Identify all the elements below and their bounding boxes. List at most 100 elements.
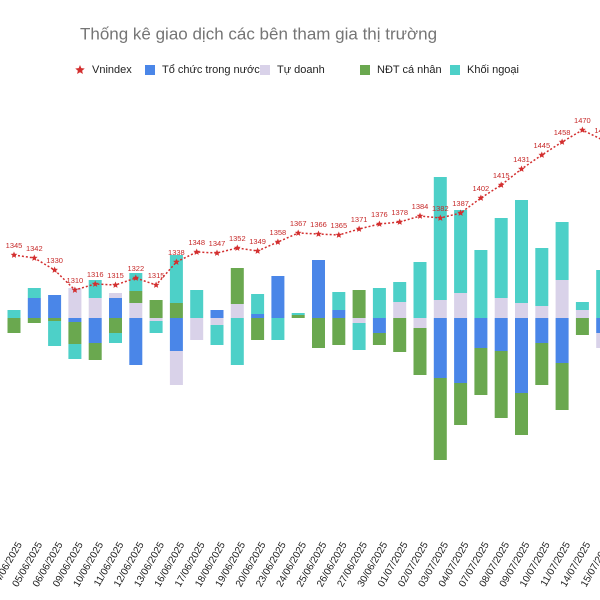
line-marker (436, 214, 444, 221)
bar-segment (109, 298, 122, 318)
legend-swatch (260, 65, 270, 75)
bar-segment (515, 393, 528, 435)
legend-swatch (450, 65, 460, 75)
line-marker (30, 254, 38, 261)
bar-segment (433, 300, 447, 318)
line (13, 129, 600, 291)
line-marker (152, 281, 160, 288)
bar-segment (109, 293, 122, 298)
bar-segment (68, 288, 82, 318)
bar-segment (474, 250, 488, 318)
bar-segment (210, 310, 224, 318)
bar-segment (494, 218, 508, 298)
bar-segment (48, 321, 62, 346)
bar-segment (352, 290, 366, 318)
bar-segment (291, 315, 305, 318)
bar-segment (88, 343, 102, 360)
bar-segment (230, 304, 244, 318)
line-marker (213, 249, 221, 256)
bar-segment (535, 248, 549, 306)
line-marker (558, 138, 566, 145)
bar-segment (433, 378, 447, 460)
line-marker (10, 251, 18, 258)
line-marker (457, 209, 464, 216)
bar-segment (372, 318, 386, 333)
bar-segment (190, 290, 204, 318)
bar-segment (474, 348, 488, 395)
bar-segment (393, 318, 407, 352)
data-label: 1345 (6, 241, 23, 250)
data-label: 1348 (188, 238, 205, 247)
bar-segment (169, 255, 183, 303)
bar-segment (129, 273, 143, 291)
bar-segment (555, 318, 569, 363)
data-label: 1376 (371, 210, 388, 219)
line-marker (396, 218, 404, 225)
bar-segment (27, 298, 41, 318)
bar-segment (129, 303, 143, 318)
bar-segment (393, 282, 407, 302)
bar-segment (332, 310, 346, 318)
bar-segment (494, 298, 508, 318)
bar-segment (474, 318, 488, 348)
bar-segment (494, 351, 508, 418)
data-label: 1460 (594, 126, 600, 135)
bar-segment (129, 291, 143, 303)
bar-segment (7, 318, 21, 333)
data-label: 1322 (127, 264, 144, 273)
bar-segment (413, 328, 427, 375)
line-marker (579, 126, 586, 133)
data-label: 1316 (87, 270, 104, 279)
bar-segment (454, 318, 468, 383)
chart-title: Thống kê giao dịch các bên tham gia thị … (80, 24, 437, 43)
line-marker (112, 281, 119, 288)
data-label: 1402 (473, 184, 490, 193)
bar-segment (433, 177, 447, 300)
bar-segment (210, 325, 224, 345)
bar-segment (413, 318, 427, 328)
bar-segment (230, 318, 244, 365)
bar-segment (596, 270, 600, 318)
bar-segment (88, 318, 102, 343)
data-label: 1347 (209, 239, 226, 248)
data-label: 1367 (290, 219, 307, 228)
bar-segment (210, 318, 224, 325)
bar-segment (575, 318, 589, 335)
line-marker (91, 280, 99, 287)
bar-segment (372, 333, 386, 345)
bar-segment (352, 318, 366, 323)
bar-segment (332, 318, 346, 345)
bar-segment (535, 318, 549, 343)
bar-segment (190, 318, 204, 340)
data-label: 1352 (229, 234, 246, 243)
data-label: 1415 (493, 171, 510, 180)
bar-segment (88, 298, 102, 318)
bar-segment (68, 344, 82, 359)
line-marker (355, 225, 363, 232)
bar-segment (129, 318, 143, 365)
line-marker (254, 247, 261, 254)
bar-segment (433, 318, 447, 378)
bar-segment (454, 293, 468, 318)
line-marker (416, 212, 424, 219)
data-label: 1384 (412, 202, 429, 211)
data-label: 1365 (330, 221, 347, 230)
bar-segment (149, 300, 163, 318)
data-label: 1387 (452, 199, 469, 208)
bar-segment (251, 294, 265, 314)
bar-segment (68, 322, 82, 344)
legend-label: Tổ chức trong nước (162, 64, 260, 76)
bar-segment (271, 318, 285, 340)
bar-segment (494, 318, 508, 351)
line-marker (497, 181, 505, 188)
bar-segment (169, 351, 183, 385)
bar-segment (555, 222, 569, 280)
line-marker (274, 238, 282, 245)
bar-segment (291, 313, 305, 315)
data-label: 1358 (270, 228, 287, 237)
legend-swatch (145, 65, 155, 75)
data-label: 1338 (168, 248, 185, 257)
data-label: 1382 (432, 204, 449, 213)
bar-segment (515, 303, 528, 318)
data-label: 1431 (513, 155, 530, 164)
